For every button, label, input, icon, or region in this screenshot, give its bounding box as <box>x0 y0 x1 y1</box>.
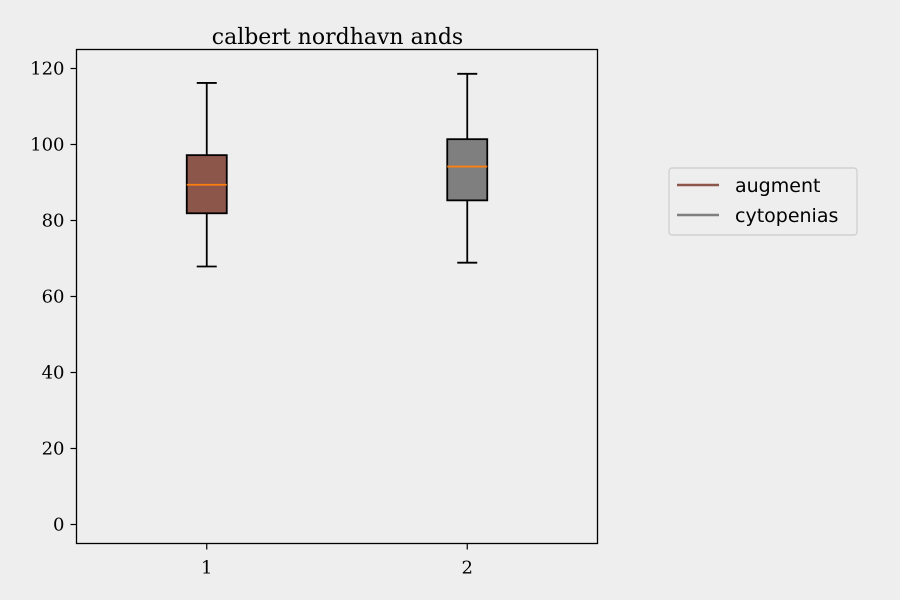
iqr-box <box>446 138 489 202</box>
plot-boxes <box>185 72 489 268</box>
y-tick-label: 60 <box>42 287 65 308</box>
legend-label: augment <box>735 175 820 197</box>
y-tick-label: 120 <box>30 59 64 80</box>
legend: augment cytopenias <box>668 167 858 236</box>
x-tick-label: 2 <box>462 558 473 579</box>
y-tick-label: 80 <box>42 211 65 232</box>
y-tick-label: 40 <box>42 363 65 384</box>
y-tick-label: 100 <box>30 135 64 156</box>
y-axis: 0 20 40 60 80 100 120 <box>30 59 77 536</box>
legend-label: cytopenias <box>735 205 838 227</box>
x-tick-label: 1 <box>201 558 212 579</box>
chart-title: calbert nordhavn ands <box>212 25 463 50</box>
y-tick-label: 0 <box>53 515 64 536</box>
box-2 <box>446 72 489 264</box>
box-1 <box>185 82 228 268</box>
plot-frame <box>75 48 599 545</box>
y-tick-label: 20 <box>42 439 65 460</box>
